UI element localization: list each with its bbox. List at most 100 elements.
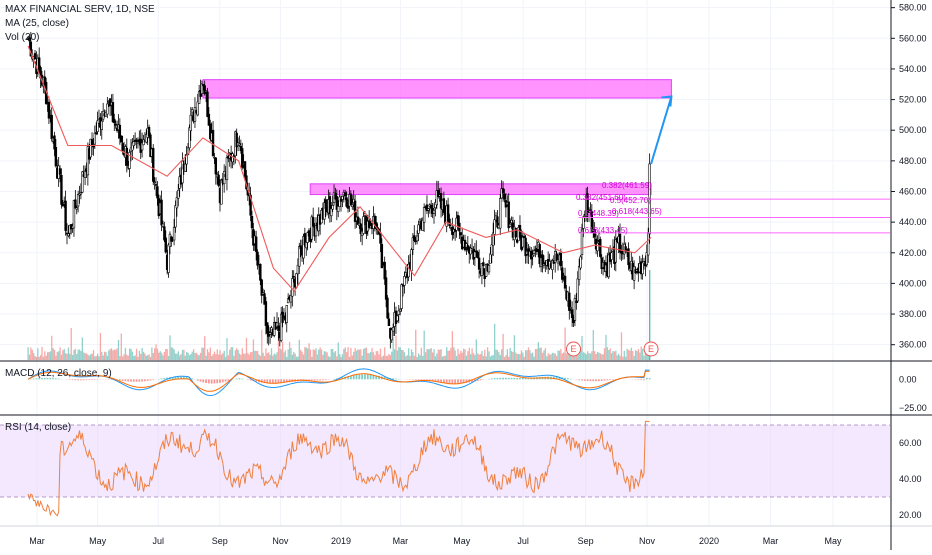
volume-bar: [100, 333, 101, 360]
volume-bar: [71, 328, 72, 360]
volume-bar: [611, 353, 612, 360]
volume-bar: [276, 352, 277, 360]
volume-bar: [235, 350, 236, 360]
legend-ma[interactable]: MA (25, close): [5, 17, 155, 31]
volume-bar: [90, 354, 91, 360]
volume-bar: [264, 356, 265, 360]
volume-bar: [89, 356, 90, 360]
volume-bar: [160, 351, 161, 360]
volume-bar: [135, 355, 136, 360]
candle-body: [350, 194, 352, 205]
candle-body: [477, 252, 479, 257]
candle-body: [499, 199, 501, 229]
time-tick-label: 2020: [699, 536, 719, 546]
volume-bar: [86, 353, 87, 360]
volume-bar: [272, 356, 273, 360]
volume-bar: [173, 349, 174, 360]
candle-body: [523, 236, 525, 237]
volume-bar: [594, 351, 595, 360]
candle-body: [381, 244, 383, 268]
candle-body: [522, 237, 524, 247]
candle-body: [642, 262, 644, 273]
volume-bar: [94, 356, 95, 360]
volume-bar: [466, 356, 467, 360]
candle-body: [580, 257, 582, 268]
candle-body: [502, 189, 504, 194]
candle-body: [647, 233, 649, 255]
volume-bar: [542, 353, 543, 360]
volume-bar: [193, 349, 194, 360]
macd-hist-bar: [505, 378, 507, 380]
macd-hist-bar: [516, 378, 518, 379]
volume-bar: [151, 348, 152, 360]
volume-bar: [218, 355, 219, 360]
volume-bar: [251, 352, 252, 360]
volume-bar: [143, 352, 144, 360]
volume-bar: [293, 352, 294, 360]
candle-body: [578, 266, 580, 279]
volume-bar: [176, 354, 177, 360]
volume-bar: [347, 347, 348, 360]
volume-bar: [247, 353, 248, 360]
volume-bar: [27, 347, 28, 360]
volume-bar: [369, 353, 370, 360]
volume-bar: [179, 355, 180, 360]
volume-bar: [39, 357, 40, 360]
volume-bar: [474, 355, 475, 360]
candle-body: [122, 143, 124, 150]
candle-body: [61, 175, 63, 204]
volume-bar: [311, 357, 312, 360]
volume-bar: [326, 352, 327, 360]
candle-body: [93, 146, 95, 147]
volume-bar: [374, 355, 375, 360]
macd-hist-bar: [502, 378, 504, 380]
volume-bar: [528, 347, 529, 360]
volume-bar: [398, 347, 399, 360]
volume-bar: [593, 330, 594, 360]
legend-rsi[interactable]: RSI (14, close): [5, 421, 71, 435]
volume-bar: [545, 348, 546, 360]
rsi-band: [0, 425, 890, 497]
candle-body: [106, 104, 108, 114]
volume-bar: [629, 351, 630, 360]
candle-body: [173, 227, 175, 240]
volume-bar: [515, 353, 516, 360]
volume-bar: [29, 355, 30, 360]
volume-bar: [239, 354, 240, 360]
legend-vol[interactable]: Vol (20): [5, 31, 155, 45]
volume-bar: [500, 355, 501, 360]
volume-bar: [411, 349, 412, 360]
volume-bar: [625, 357, 626, 360]
volume-bar: [590, 354, 591, 360]
macd-hist-bar: [513, 378, 515, 379]
volume-bar: [608, 350, 609, 360]
volume-bar: [638, 349, 639, 360]
volume-bar: [536, 349, 537, 360]
volume-bar: [460, 351, 461, 360]
legend-symbol[interactable]: MAX FINANCIAL SERV, 1D, NSE: [5, 3, 155, 17]
macd-hist-bar: [358, 375, 360, 380]
macd-hist-bar: [219, 379, 221, 383]
candle-body: [332, 205, 334, 209]
volume-bar: [517, 354, 518, 360]
candle-body: [175, 206, 177, 227]
volume-bar: [488, 351, 489, 360]
candle-body: [492, 233, 494, 246]
legend-macd[interactable]: MACD (12, 26, close, 9): [5, 367, 112, 381]
time-tick-label: Jul: [152, 536, 164, 546]
volume-bar: [211, 356, 212, 360]
volume-bar: [490, 356, 491, 360]
macd-hist-bar: [225, 379, 227, 381]
volume-bar: [445, 356, 446, 360]
volume-bar: [624, 351, 625, 360]
volume-bar: [378, 354, 379, 360]
volume-bar: [224, 351, 225, 360]
candle-body: [570, 307, 572, 308]
price-tick-label: 540.00: [899, 64, 927, 74]
volume-bar: [426, 349, 427, 360]
volume-bar: [642, 349, 643, 360]
volume-bar: [459, 354, 460, 360]
volume-bar: [587, 351, 588, 360]
volume-bar: [422, 356, 423, 360]
